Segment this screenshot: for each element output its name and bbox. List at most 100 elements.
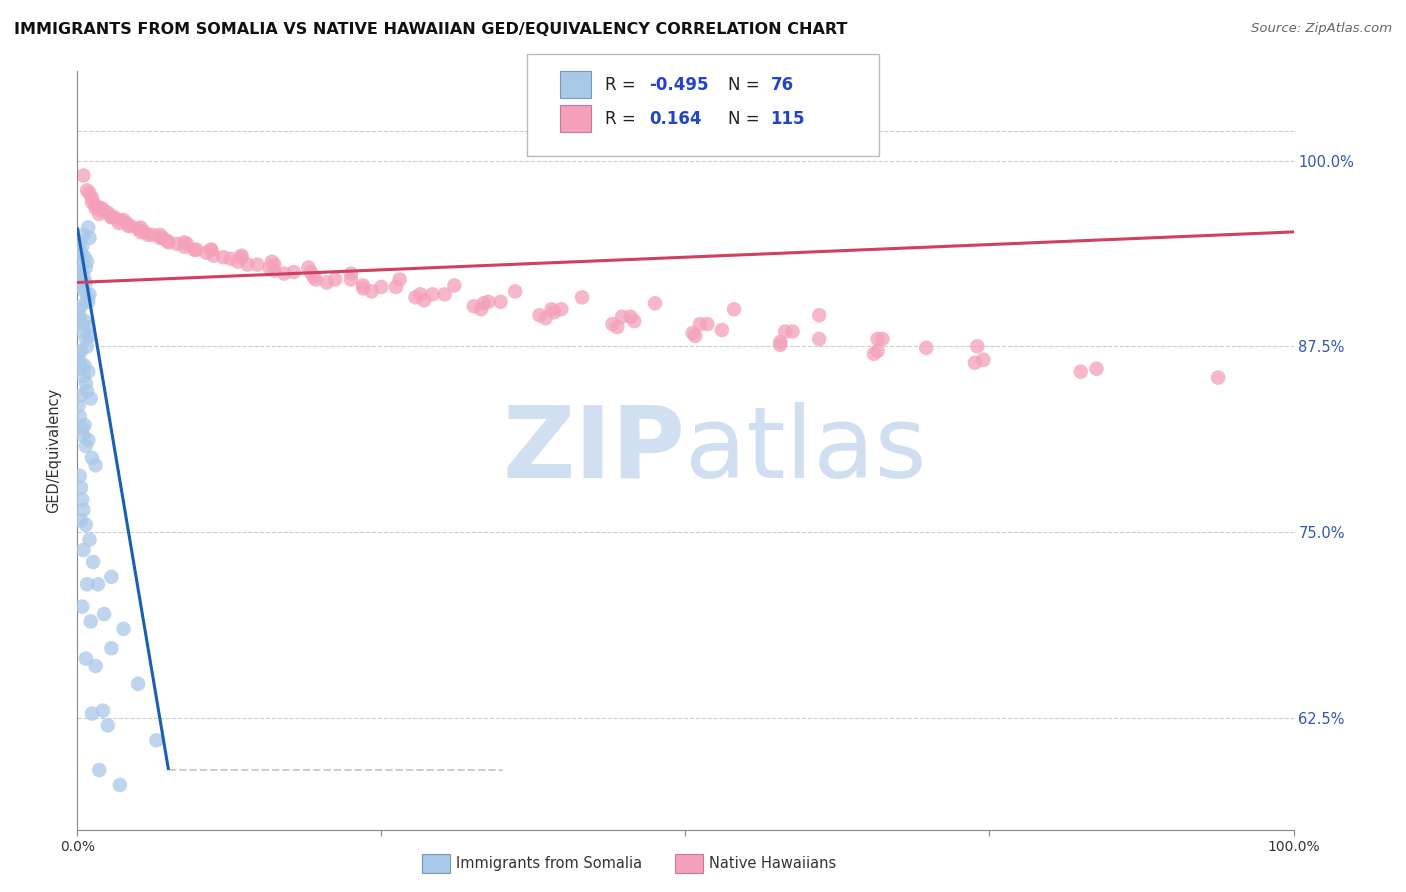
Point [202,249,225,263]
Point [543,305,565,319]
Y-axis label: GED/Equivalency: GED/Equivalency [46,388,62,513]
Point [612,310,634,324]
Point [305,272,328,286]
Point [263,263,285,277]
Point [623,314,645,328]
Point [129,220,152,235]
Point [70,317,93,331]
Point [283,265,305,279]
Point [79,231,101,245]
Point [195,245,218,260]
Point [75,439,97,453]
Point [963,356,986,370]
Point [72,369,94,384]
Point [77,365,100,379]
Point [489,294,512,309]
Point [872,332,894,346]
Point [70,492,93,507]
Point [115,216,138,230]
Point [644,296,666,310]
Point [422,287,444,301]
Point [550,302,572,317]
Point [183,243,205,257]
Point [75,332,97,346]
Point [352,278,374,293]
Point [166,236,188,251]
Point [76,290,98,304]
Point [413,293,436,308]
Point [782,325,804,339]
Point [79,287,101,301]
Text: N =: N = [728,110,765,128]
Text: -0.495: -0.495 [650,76,709,94]
Point [571,290,593,304]
Point [246,258,269,272]
Point [70,343,93,358]
Point [87,577,110,591]
Text: ZIP: ZIP [502,402,686,499]
Point [863,347,886,361]
Point [409,287,432,301]
Point [388,272,411,286]
Point [385,280,408,294]
Point [76,384,98,398]
Point [259,260,281,275]
Point [80,615,103,629]
Point [477,294,499,309]
Point [75,376,97,391]
Point [69,468,91,483]
Point [69,235,91,250]
Point [323,272,346,286]
Point [79,533,101,547]
Point [67,399,90,413]
Point [404,290,426,304]
Point [433,287,456,301]
Point [142,227,165,242]
Point [173,240,195,254]
Point [70,599,93,614]
Point [769,338,792,352]
Point [100,210,122,224]
Point [682,326,704,340]
Point [72,269,94,284]
Point [93,607,115,621]
Point [108,213,131,227]
Point [80,195,103,210]
Point [696,317,718,331]
Point [231,250,253,264]
Point [112,622,135,636]
Text: IMMIGRANTS FROM SOMALIA VS NATIVE HAWAIIAN GED/EQUIVALENCY CORRELATION CHART: IMMIGRANTS FROM SOMALIA VS NATIVE HAWAII… [14,22,848,37]
Point [200,243,222,257]
Point [127,677,149,691]
Point [84,201,107,215]
Text: N =: N = [728,76,765,94]
Point [773,325,796,339]
Point [77,220,100,235]
Point [100,570,122,584]
Point [84,659,107,673]
Point [200,243,222,257]
Point [73,418,96,433]
Text: R =: R = [605,110,641,128]
Point [73,314,96,328]
Point [70,513,93,527]
Point [152,231,174,245]
Point [67,302,90,317]
Text: 0.164: 0.164 [650,110,702,128]
Point [723,302,745,317]
Point [79,186,101,201]
Point [1206,370,1229,384]
Point [302,269,325,284]
Text: Source: ZipAtlas.com: Source: ZipAtlas.com [1251,22,1392,36]
Point [534,311,557,326]
Point [1085,361,1108,376]
Point [77,294,100,309]
Point [470,302,492,317]
Point [69,354,91,368]
Point [72,503,94,517]
Point [236,258,259,272]
Point [80,191,103,205]
Point [70,388,93,402]
Point [70,245,93,260]
Point [370,280,392,294]
